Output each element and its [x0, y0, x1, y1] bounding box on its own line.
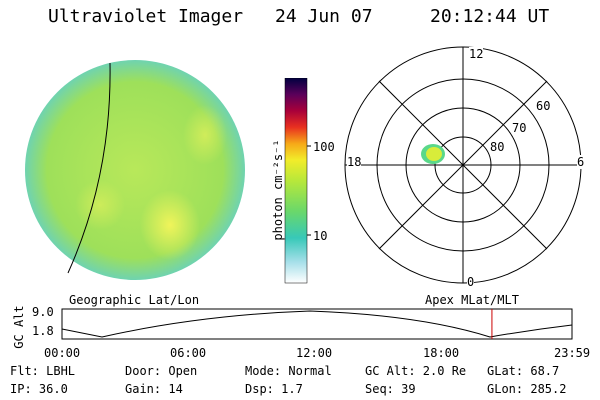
status-dsp: Dsp: 1.7	[245, 382, 303, 396]
bright-aurora-patch-2	[183, 105, 227, 165]
earth-disk	[25, 60, 245, 280]
date-label: 24 Jun 07	[275, 6, 373, 27]
status-flt: Flt: LBHL	[10, 364, 76, 378]
x-tick-0600: 06:00	[170, 346, 207, 360]
x-tick-2359: 23:59	[554, 346, 591, 360]
status-glon: GLon: 285.2	[487, 382, 567, 396]
mlt-label-6: 6	[577, 155, 585, 169]
x-tick-1200: 12:00	[296, 346, 333, 360]
instrument-title: Ultraviolet Imager	[48, 6, 244, 27]
x-tick-0000: 00:00	[44, 346, 81, 360]
alt-right-caption: Apex MLat/MLT	[425, 293, 519, 307]
status-gc-alt: GC Alt: 2.0 Re	[365, 364, 467, 378]
status-ip: IP: 36.0	[10, 382, 68, 396]
colorbar-unit-label: photon cm⁻²s⁻¹	[271, 139, 285, 241]
mlt-label-12: 12	[469, 47, 484, 61]
colorbar-tick-100: 100	[313, 140, 335, 154]
lat-label-80: 80	[490, 140, 505, 154]
lat-label-70: 70	[512, 121, 527, 135]
colorbar	[284, 78, 311, 284]
altitude-plot	[61, 308, 573, 340]
polar-mlt-plot	[344, 46, 582, 284]
time-label: 20:12:44 UT	[430, 6, 550, 27]
status-gain: Gain: 14	[125, 382, 183, 396]
status-door: Door: Open	[125, 364, 198, 378]
bright-aurora-patch	[140, 190, 200, 260]
terminator-line	[67, 62, 111, 274]
altitude-curve	[61, 310, 573, 338]
status-seq: Seq: 39	[365, 382, 416, 396]
uv-disk-image	[25, 60, 245, 280]
alt-y-tick-low: 1.8	[32, 324, 54, 338]
alt-y-tick-high: 9.0	[32, 305, 54, 319]
polar-aurora-blob	[421, 144, 445, 164]
bright-aurora-patch-3	[75, 180, 125, 230]
mlt-label-0: 0	[467, 275, 475, 289]
lat-label-60: 60	[536, 99, 551, 113]
x-tick-1800: 18:00	[423, 346, 460, 360]
mlt-label-18: 18	[347, 155, 362, 169]
status-mode: Mode: Normal	[245, 364, 332, 378]
colorbar-tick-10: 10	[313, 229, 328, 243]
status-glat: GLat: 68.7	[487, 364, 560, 378]
alt-left-caption: Geographic Lat/Lon	[69, 293, 200, 307]
